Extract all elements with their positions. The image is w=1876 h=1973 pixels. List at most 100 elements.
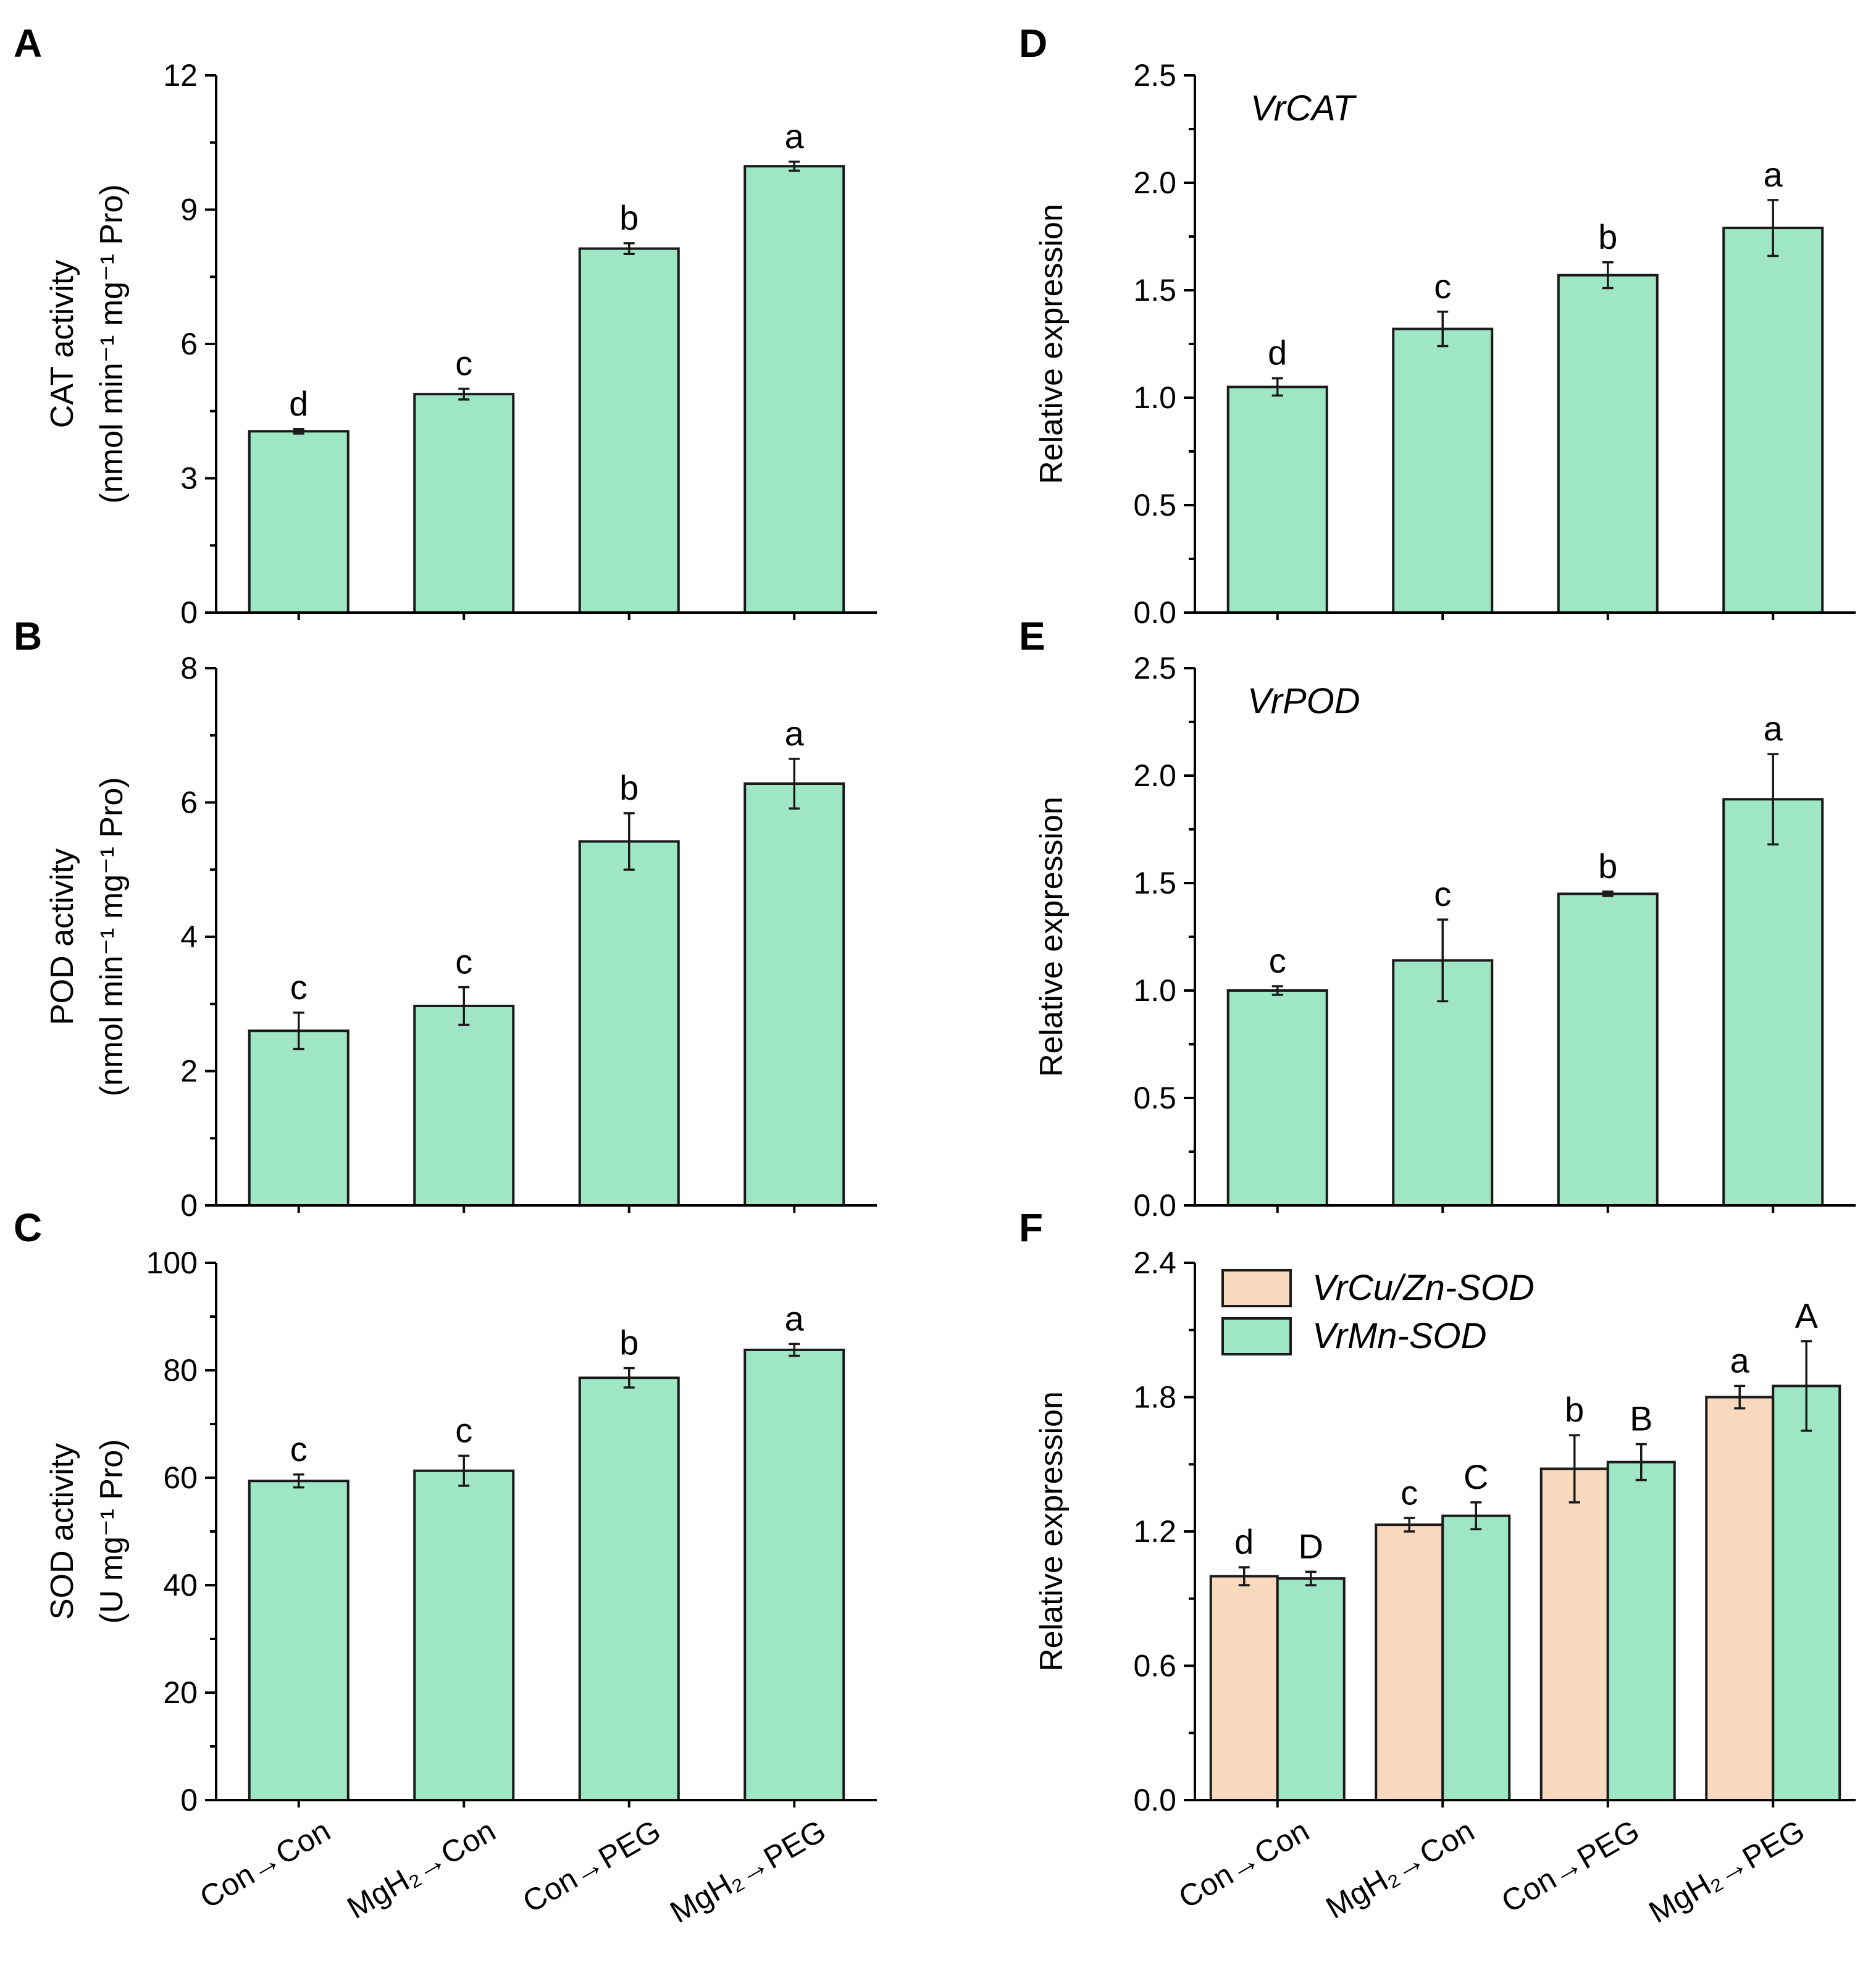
y-tick-label: 40 xyxy=(163,1568,198,1602)
panel-A: A CAT activity (nmol min⁻¹ mg⁻¹ Pro) 0 3 6 9 12… xyxy=(14,21,877,630)
significance-letter: b xyxy=(1598,217,1617,256)
x-tick-label: Con→Con xyxy=(1173,1813,1315,1915)
y-tick-label: 2.5 xyxy=(1133,58,1176,93)
y-axis-label: POD activity xyxy=(44,848,80,1025)
bar-F-1-1 xyxy=(1209,1575,1279,1801)
bar-F-1-4 xyxy=(1705,1396,1775,1801)
y-tick-label: 0 xyxy=(180,1188,198,1223)
bar-B-1-3 xyxy=(578,840,680,1207)
significance-letter: b xyxy=(619,768,639,807)
panel-D: D Relative expression VrCAT 0.0 0.5 1.0 1.5 2.0… xyxy=(1019,21,1856,630)
y-tick-label: 9 xyxy=(180,193,198,227)
y-tick-label: 1.0 xyxy=(1133,380,1176,415)
panel-label: A xyxy=(14,21,42,65)
panel-F: F Relative expression 0.0 0.6 1.2 1.8 2.4 d c b a D… xyxy=(1019,1205,1856,1930)
panel-label: F xyxy=(1019,1205,1043,1250)
bar-C-1-1 xyxy=(248,1480,350,1801)
y-tick-label: 4 xyxy=(180,919,198,954)
bar-A-1-4 xyxy=(743,165,845,614)
bar-F-2-3 xyxy=(1606,1460,1676,1801)
y-tick-label: 20 xyxy=(163,1675,198,1710)
significance-letter: b xyxy=(1565,1390,1584,1429)
significance-letter: A xyxy=(1795,1296,1819,1335)
panel-E: E Relative expression VrPOD 0.0 0.5 1.0 1.5 2.0… xyxy=(1019,614,1856,1223)
bar-C-1-3 xyxy=(578,1376,680,1801)
significance-letter: c xyxy=(455,1410,472,1449)
significance-letter: c xyxy=(1269,941,1286,980)
y-tick-label: 0.5 xyxy=(1133,488,1176,522)
y-tick-label: 60 xyxy=(163,1460,198,1495)
gene-label: VrCAT xyxy=(1250,88,1357,128)
significance-letter: D xyxy=(1299,1527,1323,1565)
panel-label: E xyxy=(1019,614,1045,658)
significance-letter: c xyxy=(1401,1473,1418,1512)
y-tick-label: 2.4 xyxy=(1133,1246,1176,1280)
y-axis-label: (nmol min⁻¹ mg⁻¹ Pro) xyxy=(94,777,130,1096)
bar-F-2-2 xyxy=(1441,1514,1511,1801)
significance-letter: B xyxy=(1630,1399,1652,1438)
significance-letter: c xyxy=(455,344,472,383)
y-tick-label: 0.0 xyxy=(1133,1783,1176,1817)
significance-letter: b xyxy=(619,1323,639,1362)
bar-F-2-4 xyxy=(1772,1384,1841,1801)
significance-letter: b xyxy=(619,198,639,237)
bar-B-1-1 xyxy=(248,1029,350,1207)
x-tick-label: MgH₂→PEG xyxy=(664,1813,832,1930)
y-tick-label: 2 xyxy=(180,1054,198,1089)
significance-letter: a xyxy=(1764,155,1783,194)
significance-letter: a xyxy=(785,117,805,156)
bar-F-1-2 xyxy=(1375,1523,1444,1801)
panel-C: C SOD activity (U mg⁻¹ Pro) 0 20 40 60 80 100 c c b… xyxy=(14,1205,877,1930)
y-tick-label: 1.5 xyxy=(1133,273,1176,308)
legend-label: VrMn-SOD xyxy=(1312,1316,1487,1356)
y-tick-label: 6 xyxy=(180,785,198,820)
bar-B-1-2 xyxy=(413,1005,515,1207)
bar-E-1-4 xyxy=(1722,798,1824,1207)
significance-letter: d xyxy=(1234,1522,1254,1561)
y-tick-label: 0 xyxy=(180,1783,198,1817)
y-tick-label: 1.2 xyxy=(1133,1514,1176,1549)
y-tick-label: 0.0 xyxy=(1133,1188,1176,1223)
significance-letter: a xyxy=(785,1299,805,1338)
y-tick-label: 12 xyxy=(163,58,198,93)
significance-letter: c xyxy=(290,968,308,1007)
y-axis-label: (U mg⁻¹ Pro) xyxy=(94,1439,130,1624)
panel-B: B POD activity (nmol min⁻¹ mg⁻¹ Pro) 0 2 4 6 8 c… xyxy=(14,614,877,1223)
y-axis-label: Relative expression xyxy=(1034,1391,1070,1672)
bar-D-1-4 xyxy=(1722,227,1824,614)
bar-D-1-2 xyxy=(1392,327,1494,614)
y-tick-label: 2.0 xyxy=(1133,165,1176,200)
panel-label: D xyxy=(1019,21,1047,65)
significance-letter: a xyxy=(785,714,805,753)
panel-label: B xyxy=(14,614,42,658)
y-tick-label: 1.0 xyxy=(1133,973,1176,1008)
y-axis-label: (nmol min⁻¹ mg⁻¹ Pro) xyxy=(94,184,130,503)
bar-E-1-3 xyxy=(1557,892,1659,1207)
significance-letter: c xyxy=(290,1430,308,1468)
panel-label: C xyxy=(14,1205,42,1250)
bar-F-2-1 xyxy=(1276,1577,1346,1801)
y-tick-label: 100 xyxy=(146,1246,198,1280)
significance-letter: c xyxy=(1434,267,1451,306)
x-tick-label: Con→PEG xyxy=(517,1813,666,1919)
significance-letter: d xyxy=(1268,333,1287,372)
bar-D-1-1 xyxy=(1226,385,1328,614)
bar-D-1-3 xyxy=(1557,274,1659,614)
significance-letter: a xyxy=(1764,709,1783,748)
significance-letter: b xyxy=(1598,847,1617,886)
y-tick-label: 2.5 xyxy=(1133,651,1176,685)
y-tick-label: 8 xyxy=(180,651,198,685)
legend-label: VrCu/Zn-SOD xyxy=(1312,1268,1535,1308)
significance-letter: c xyxy=(1434,874,1451,913)
y-tick-label: 80 xyxy=(163,1353,198,1388)
y-tick-label: 6 xyxy=(180,327,198,361)
significance-letter: C xyxy=(1464,1457,1488,1496)
significance-letter: d xyxy=(289,384,308,423)
bar-C-1-4 xyxy=(743,1348,845,1801)
y-tick-label: 0.0 xyxy=(1133,595,1176,630)
y-axis-label: Relative expression xyxy=(1034,797,1070,1077)
x-tick-label: Con→PEG xyxy=(1496,1813,1645,1919)
x-tick-label: MgH₂→Con xyxy=(341,1813,501,1925)
bar-A-1-1 xyxy=(248,430,350,614)
significance-letter: a xyxy=(1730,1341,1750,1380)
